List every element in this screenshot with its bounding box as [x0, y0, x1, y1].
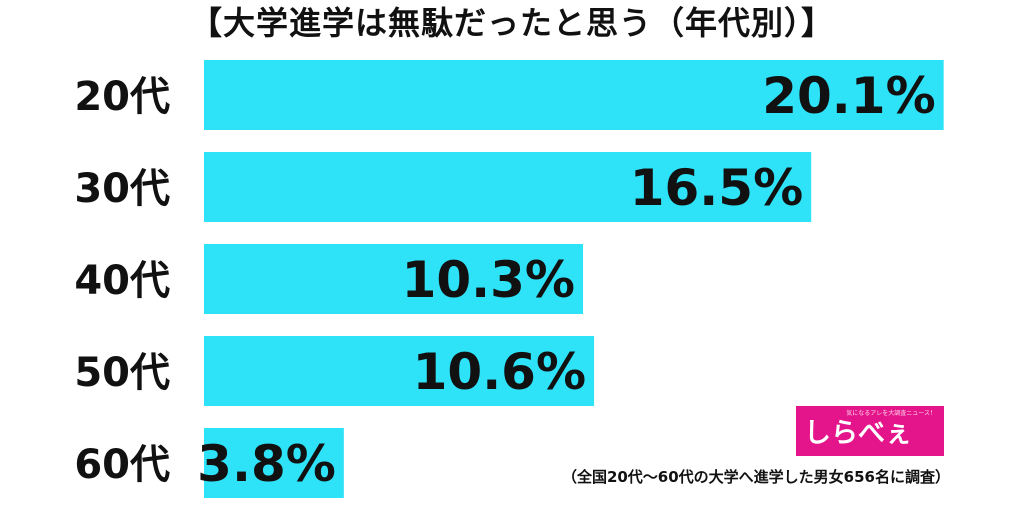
bar — [204, 428, 344, 498]
logo-tagline: 気になるアレを大調査ニュース！ — [846, 410, 936, 417]
logo-text: しらべぇ — [804, 418, 912, 449]
shirabee-logo: 気になるアレを大調査ニュース！ しらべぇ — [796, 406, 944, 456]
chart-title: 【大学進学は無駄だったと思う（年代別）】 — [189, 4, 834, 42]
value-label: 20.1% — [762, 67, 935, 125]
bar — [204, 336, 595, 406]
bars-layer: 20代 20.1% 30代 16.5% 40代 10.3% 50代 10.6% 60代 3.8% — [74, 60, 944, 498]
category-label: 60代 — [74, 442, 170, 488]
value-label: 3.8% — [197, 435, 336, 493]
category-label: 40代 — [74, 258, 170, 304]
value-label: 16.5% — [630, 159, 803, 217]
category-label: 30代 — [74, 166, 170, 212]
value-label: 10.6% — [413, 343, 586, 401]
bar — [204, 244, 584, 314]
value-label: 10.3% — [402, 251, 575, 309]
bar — [204, 152, 812, 222]
survey-footnote: （全国20代〜60代の大学へ進学した男女656名に調査） — [561, 468, 950, 486]
category-label: 50代 — [74, 350, 170, 396]
bar — [204, 60, 944, 130]
category-label: 20代 — [74, 74, 170, 120]
